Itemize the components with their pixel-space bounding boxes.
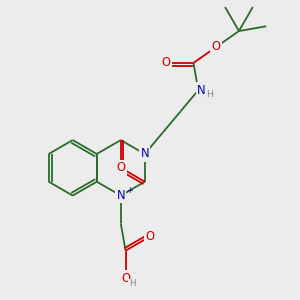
Text: O: O [212, 40, 221, 53]
Text: O: O [145, 230, 154, 243]
Text: O: O [121, 272, 130, 285]
Text: N: N [116, 189, 125, 202]
Text: O: O [116, 161, 125, 174]
Text: N: N [140, 148, 149, 160]
Text: H: H [129, 279, 135, 288]
Text: O: O [161, 56, 170, 69]
Text: O: O [116, 161, 125, 174]
Text: +: + [126, 186, 133, 195]
Text: N: N [197, 84, 206, 97]
Text: H: H [206, 90, 213, 99]
